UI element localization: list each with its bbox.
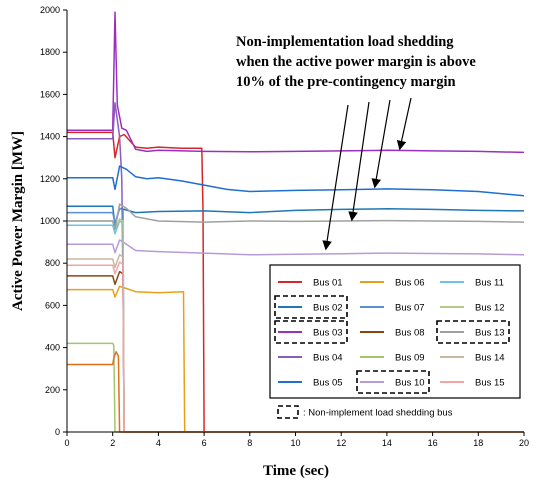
legend-label: Bus 10 bbox=[395, 378, 425, 389]
legend-label: Bus 13 bbox=[475, 328, 505, 339]
legend-label: Bus 08 bbox=[395, 328, 425, 339]
legend-label: Bus 07 bbox=[395, 303, 425, 314]
x-tick-label: 6 bbox=[202, 438, 207, 448]
y-tick-label: 1400 bbox=[40, 132, 60, 142]
annotation-line: 10% of the pre-contingency margin bbox=[236, 74, 456, 90]
annotation-arrow bbox=[371, 99, 391, 189]
series-line-bus-13 bbox=[67, 203, 525, 231]
legend-note-swatch bbox=[277, 405, 299, 419]
legend-label: Bus 03 bbox=[313, 328, 343, 339]
annotation: Non-implementation load shedding when the… bbox=[236, 34, 476, 251]
y-tick-label: 1600 bbox=[40, 89, 60, 99]
legend-label: Bus 09 bbox=[395, 353, 425, 364]
axes: 0 200 400 600 800 1000 1200 1400 1600 1800 2000 0 2 4… bbox=[10, 5, 529, 479]
x-tick-label: 16 bbox=[428, 438, 438, 448]
annotation-arrow bbox=[348, 101, 370, 222]
x-tick-label: 4 bbox=[156, 438, 161, 448]
y-tick-label: 1800 bbox=[40, 47, 60, 57]
legend-label: Bus 14 bbox=[475, 353, 505, 364]
series-line-bus-03 bbox=[67, 11, 525, 154]
legend-label: Bus 11 bbox=[475, 278, 504, 289]
legend-shed-highlight bbox=[274, 295, 348, 319]
legend-label: Bus 12 bbox=[475, 303, 505, 314]
x-tick-label: 20 bbox=[519, 438, 529, 448]
x-axis-title: Time (sec) bbox=[263, 463, 329, 479]
series-line-bus-02 bbox=[67, 205, 525, 226]
legend-label: Bus 01 bbox=[313, 278, 343, 289]
legend-shed-highlight bbox=[274, 320, 348, 344]
series-line-bus-05 bbox=[67, 165, 525, 197]
annotation-line: Non-implementation load shedding bbox=[236, 34, 454, 50]
y-tick-label: 200 bbox=[45, 385, 60, 395]
y-tick-label: 2000 bbox=[40, 5, 60, 15]
legend-shed-highlight bbox=[356, 370, 430, 394]
x-tick-label: 8 bbox=[247, 438, 252, 448]
legend-note: : Non-implement load shedding bus bbox=[303, 408, 453, 419]
x-tick-label: 14 bbox=[382, 438, 392, 448]
legend-label: Bus 05 bbox=[313, 378, 343, 389]
y-tick-label: 400 bbox=[45, 343, 60, 353]
y-tick-label: 1200 bbox=[40, 174, 60, 184]
x-tick-label: 2 bbox=[110, 438, 115, 448]
x-tick-label: 10 bbox=[290, 438, 300, 448]
y-tick-label: 0 bbox=[55, 427, 60, 437]
legend-shed-highlight bbox=[436, 320, 510, 344]
legend-box bbox=[269, 264, 521, 399]
x-tick-label: 0 bbox=[64, 438, 69, 448]
y-tick-label: 1000 bbox=[40, 216, 60, 226]
x-tick-label: 12 bbox=[336, 438, 346, 448]
series-line-bus-06 bbox=[67, 285, 524, 433]
x-tick-label: 18 bbox=[473, 438, 483, 448]
legend-label: Bus 06 bbox=[395, 278, 425, 289]
annotation-line: when the active power margin is above bbox=[236, 54, 476, 70]
legend-label: Bus 04 bbox=[313, 353, 343, 364]
annotation-arrow bbox=[396, 97, 412, 151]
legend-label: Bus 15 bbox=[475, 378, 505, 389]
legend-label: Bus 02 bbox=[313, 303, 343, 314]
y-tick-label: 600 bbox=[45, 300, 60, 310]
series-line-bus-10 bbox=[67, 239, 525, 256]
y-axis-title: Active Power Margin [MW] bbox=[10, 131, 26, 311]
legend: Bus 01 Bus 02 Bus 03 Bus 04 Bus 05 Bus 06 Bus … bbox=[269, 264, 521, 419]
annotation-arrow bbox=[322, 104, 349, 251]
y-tick-label: 800 bbox=[45, 258, 60, 268]
